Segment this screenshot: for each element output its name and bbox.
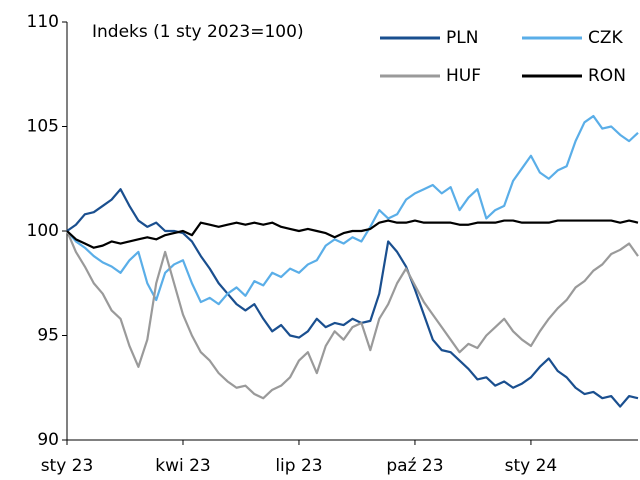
line-series: [66, 188, 639, 408]
x-tick-label: kwi 23: [155, 456, 211, 476]
y-tick-label: 100: [27, 221, 59, 241]
y-tick-label: 95: [37, 326, 59, 346]
line-series: [66, 219, 639, 249]
line-series: [65, 230, 639, 400]
x-tick-label: sty 23: [41, 456, 94, 476]
line-series: [66, 114, 639, 306]
annotation: Indeks (1 sty 2023=100): [92, 22, 304, 42]
y-tick-label: 105: [27, 117, 59, 137]
legend-label: PLN: [446, 28, 478, 48]
legend-label: RON: [588, 66, 626, 86]
legend-label: HUF: [446, 66, 481, 86]
legend-label: CZK: [588, 28, 624, 48]
y-tick-label: 90: [37, 430, 59, 450]
y-tick-label: 110: [27, 12, 59, 32]
x-tick-label: paź 23: [386, 456, 443, 476]
x-tick-label: sty 24: [505, 456, 558, 476]
x-tick-label: lip 23: [275, 456, 322, 476]
